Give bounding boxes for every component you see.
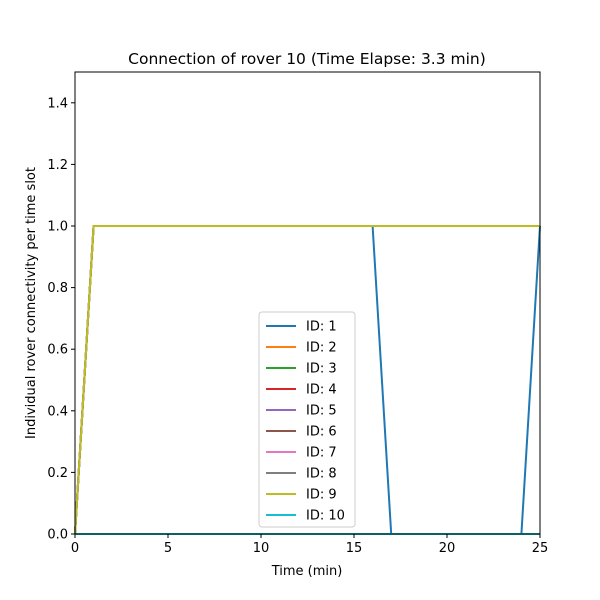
plot-frame — [74, 71, 541, 535]
legend-label: ID: 10 — [306, 509, 345, 524]
y-tick-label: 0.0 — [47, 528, 68, 543]
x-tick-label: 25 — [532, 541, 549, 556]
legend-label: ID: 6 — [306, 425, 337, 440]
y-tick-label: 1.2 — [47, 158, 68, 173]
x-tick-label: 15 — [346, 541, 363, 556]
legend-label: ID: 8 — [306, 467, 337, 482]
x-tick-label: 20 — [439, 541, 456, 556]
y-tick-label: 0.2 — [47, 466, 68, 481]
legend-label: ID: 7 — [306, 446, 337, 461]
legend-label: ID: 5 — [306, 404, 337, 419]
y-axis-ticks: 0.0 0.2 0.4 0.6 0.8 1.0 1.2 1.4 — [47, 96, 75, 543]
series-line-9 — [74, 225, 540, 535]
legend-label: ID: 4 — [306, 383, 337, 398]
legend-label: ID: 1 — [306, 320, 337, 335]
legend: ID: 1 ID: 2 ID: 3 ID: 4 ID: 5 ID: 6 ID: 7 ID: 8… — [258, 311, 356, 528]
y-tick-label: 0.8 — [47, 281, 68, 296]
y-axis-label: Individual rover connectivity per time s… — [24, 167, 39, 439]
y-tick-label: 1.4 — [47, 96, 68, 111]
y-tick-label: 1.0 — [47, 220, 68, 235]
x-axis-ticks: 0 5 10 15 20 25 — [71, 534, 548, 556]
legend-label: ID: 2 — [306, 341, 337, 356]
legend-items: ID: 1 ID: 2 ID: 3 ID: 4 ID: 5 ID: 6 ID: 7 ID: 8… — [266, 320, 345, 524]
legend-label: ID: 9 — [306, 488, 337, 503]
y-tick-label: 0.6 — [47, 343, 68, 358]
y-tick-label: 0.4 — [47, 404, 68, 419]
x-axis-label: Time (min) — [271, 564, 343, 579]
x-tick-label: 0 — [71, 541, 79, 556]
x-tick-label: 5 — [164, 541, 172, 556]
chart-title: Connection of rover 10 (Time Elapse: 3.3… — [128, 50, 486, 68]
legend-label: ID: 3 — [306, 362, 337, 377]
x-tick-label: 10 — [253, 541, 270, 556]
